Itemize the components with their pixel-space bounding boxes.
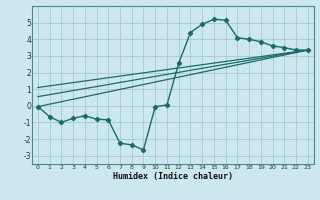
X-axis label: Humidex (Indice chaleur): Humidex (Indice chaleur) xyxy=(113,172,233,181)
